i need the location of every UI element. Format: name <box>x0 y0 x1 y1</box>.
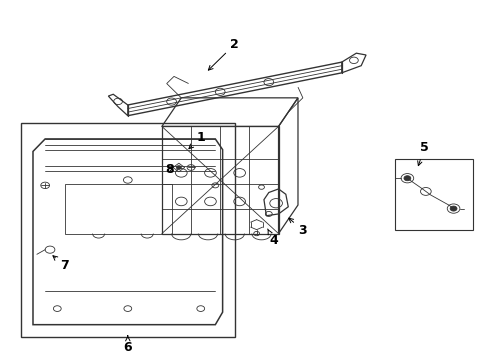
Text: 3: 3 <box>288 218 306 237</box>
Circle shape <box>403 176 410 181</box>
Text: 8: 8 <box>164 163 173 176</box>
Circle shape <box>176 166 181 169</box>
Text: 7: 7 <box>53 256 69 272</box>
Bar <box>21 123 234 337</box>
Text: 6: 6 <box>123 336 132 354</box>
Text: 5: 5 <box>417 141 428 166</box>
Text: 1: 1 <box>188 131 204 149</box>
Bar <box>394 158 472 230</box>
Text: 4: 4 <box>267 229 278 247</box>
Circle shape <box>449 206 456 211</box>
Text: 2: 2 <box>208 38 239 70</box>
Bar <box>64 184 171 234</box>
